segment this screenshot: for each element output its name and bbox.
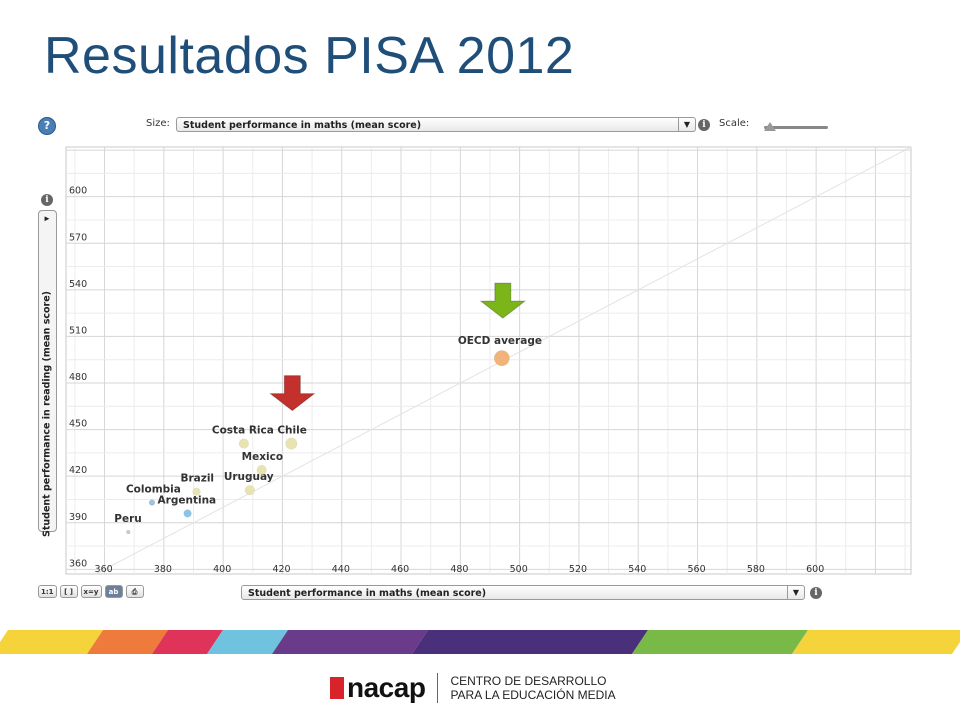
point-label: Peru (114, 513, 141, 525)
chevron-down-icon: ▼ (678, 118, 695, 131)
x-tick-label: 420 (272, 564, 290, 575)
logo-subtitle-line1: CENTRO DE DESARROLLO (450, 674, 607, 688)
x-axis-select[interactable]: Student performance in maths (mean score… (241, 585, 805, 600)
print-icon[interactable]: ⎙ (125, 585, 144, 598)
point-label: Chile (277, 425, 307, 437)
y-tick-label: 420 (69, 465, 87, 476)
logo-mark (330, 677, 344, 699)
data-point (238, 438, 249, 449)
green-arrow-annotation (479, 282, 527, 319)
stripe-segment (0, 630, 103, 654)
x-axis-select-value: Student performance in maths (mean score… (248, 588, 487, 599)
scale-slider-track[interactable] (764, 126, 828, 129)
x-tick-label: 580 (747, 564, 765, 575)
y-tick-label: 510 (69, 325, 87, 336)
x-tick-label: 360 (95, 564, 113, 575)
logo-subtitle: CENTRO DE DESARROLLO PARA LA EDUCACIÓN M… (450, 674, 615, 702)
point-label: Mexico (242, 451, 283, 463)
size-select[interactable]: Student performance in maths (mean score… (176, 117, 696, 132)
slide-title: Resultados PISA 2012 (44, 27, 575, 85)
stripe-segment (632, 630, 808, 654)
x-tick-label: 380 (154, 564, 172, 575)
point-label: Brazil (180, 473, 214, 485)
size-select-value: Student performance in maths (mean score… (183, 120, 422, 131)
data-point (183, 509, 192, 518)
logo-wordmark: nacap (347, 672, 426, 703)
logo-subtitle-line2: PARA LA EDUCACIÓN MEDIA (450, 688, 616, 702)
logo-divider (437, 673, 439, 703)
point-label: OECD average (458, 335, 542, 347)
stripe-segment (412, 630, 648, 654)
x-tick-label: 480 (450, 564, 468, 575)
view-fit-button[interactable]: [ ] (59, 585, 78, 598)
stripe-segment (152, 630, 223, 654)
x-tick-label: 460 (391, 564, 409, 575)
data-point (192, 487, 201, 496)
view-1to1-button[interactable]: 1:1 (38, 585, 57, 598)
y-tick-label: 450 (69, 419, 87, 430)
x-tick-label: 520 (569, 564, 587, 575)
x-info-icon[interactable]: i (810, 587, 822, 599)
size-label: Size: (146, 118, 170, 129)
stripe-segment (272, 630, 428, 654)
y-info-icon[interactable]: i (41, 194, 53, 206)
y-tick-label: 600 (69, 186, 87, 197)
color-stripe-bar (0, 630, 960, 654)
x-tick-label: 440 (332, 564, 350, 575)
x-tick-label: 500 (510, 564, 528, 575)
point-label: Colombia (126, 484, 181, 496)
data-point (148, 499, 156, 506)
data-point (256, 464, 267, 476)
x-tick-label: 400 (213, 564, 231, 575)
y-tick-label: 360 (69, 558, 87, 569)
point-label: Uruguay (224, 471, 274, 483)
view-labels-button[interactable]: ab (104, 585, 123, 598)
view-xy-button[interactable]: x=y (80, 585, 102, 598)
stripe-segment (207, 630, 288, 654)
footer-logo: nacap CENTRO DE DESARROLLO PARA LA EDUCA… (330, 670, 616, 706)
data-point (244, 485, 255, 496)
view-buttons: 1:1 [ ] x=y ab ⎙ (38, 585, 144, 598)
y-tick-label: 480 (69, 372, 87, 383)
plot-area (65, 146, 912, 575)
point-label: Costa Rica (212, 425, 274, 437)
help-icon[interactable]: ? (38, 117, 56, 135)
point-label: Argentina (158, 494, 217, 506)
y-tick-label: 570 (69, 232, 87, 243)
scale-slider-thumb[interactable] (764, 122, 776, 131)
data-point (126, 529, 131, 535)
x-tick-label: 540 (628, 564, 646, 575)
y-tick-label: 390 (69, 512, 87, 523)
chevron-down-icon: ▼ (787, 586, 804, 599)
data-point (493, 350, 510, 367)
red-arrow-annotation (268, 375, 316, 412)
size-info-icon[interactable]: i (698, 119, 710, 131)
play-icon[interactable]: ► (43, 214, 51, 223)
x-tick-label: 600 (806, 564, 824, 575)
y-axis-selector[interactable]: ► (38, 210, 57, 532)
x-tick-label: 560 (688, 564, 706, 575)
scale-label: Scale: (719, 118, 750, 129)
y-tick-label: 540 (69, 279, 87, 290)
stripe-segment (792, 630, 960, 654)
data-point (285, 437, 298, 450)
stripe-segment (87, 630, 168, 654)
